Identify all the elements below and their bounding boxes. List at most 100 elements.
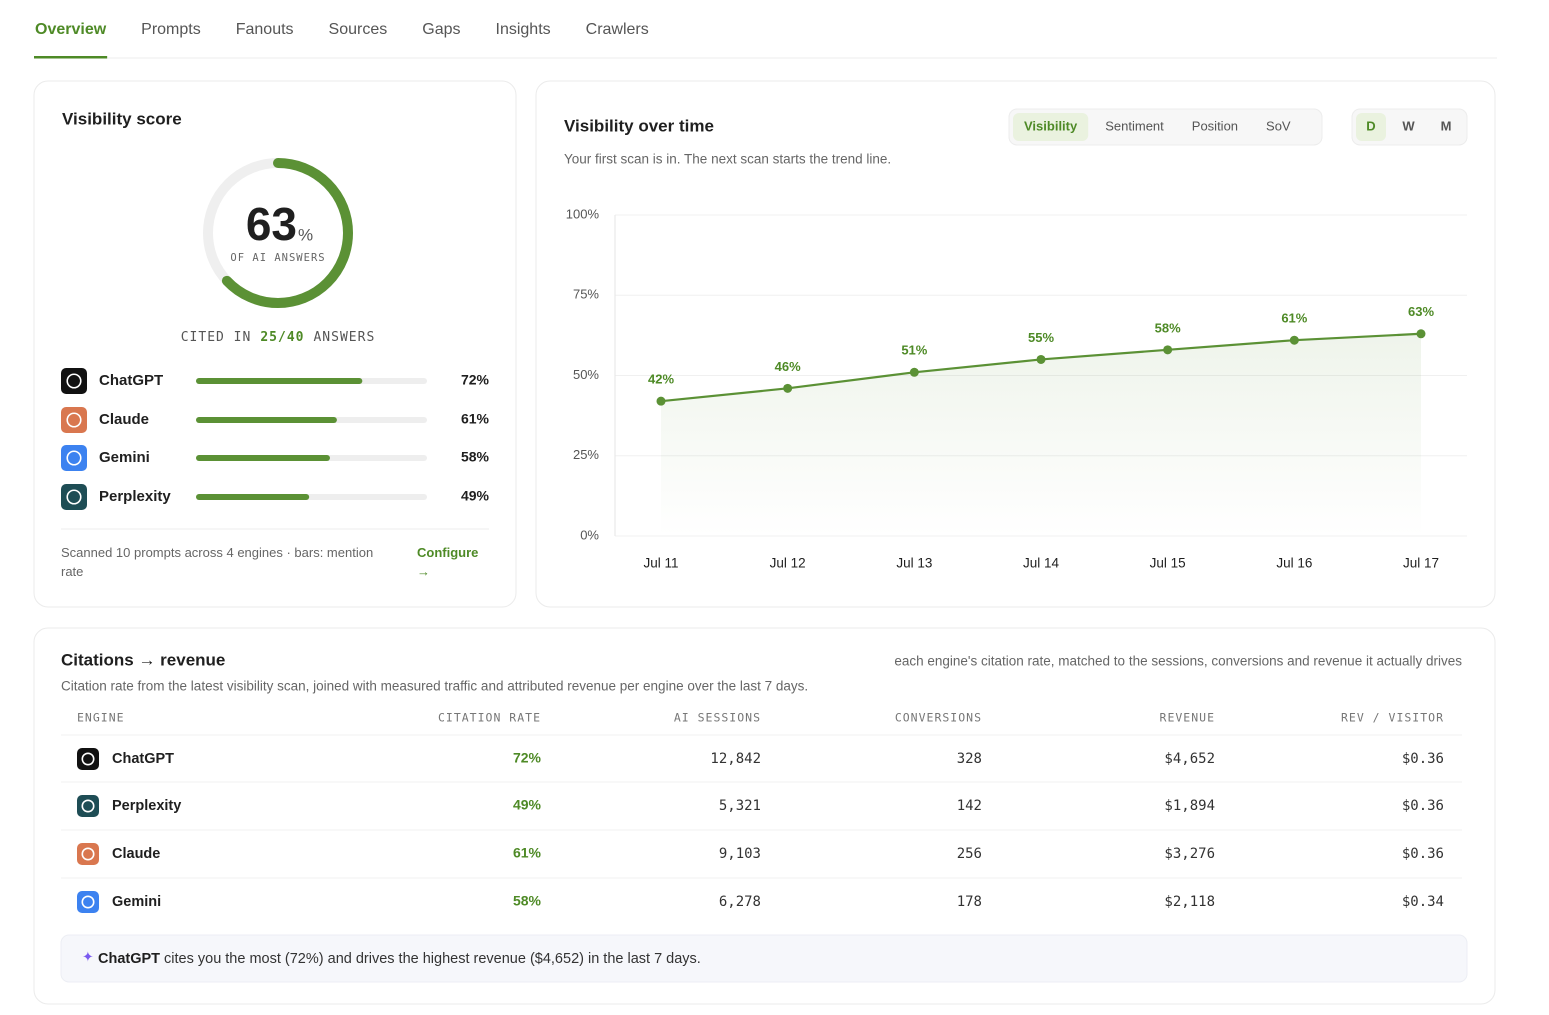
card-title: Visibility score	[62, 109, 182, 128]
column-header: REV / VISITOR	[1341, 711, 1444, 725]
table-cell: 256	[957, 846, 982, 862]
card-note: each engine's citation rate, matched to …	[894, 654, 1462, 669]
cited-cited: 25/40	[260, 330, 304, 345]
tab[interactable]: Sources	[329, 21, 388, 38]
table-cell: 12,842	[710, 751, 761, 767]
value-label: 58%	[1155, 320, 1181, 335]
toggle-active-bg	[1013, 113, 1089, 141]
column-header: ENGINE	[77, 711, 125, 725]
tab[interactable]: Prompts	[141, 21, 201, 38]
engine-rate: 49%	[461, 488, 490, 504]
tab[interactable]: Gaps	[422, 21, 460, 38]
x-tick-label: Jul 16	[1276, 556, 1312, 571]
bar	[196, 417, 337, 423]
configure-link[interactable]: Configure →	[417, 545, 479, 579]
column-header: AI SESSIONS	[674, 711, 761, 725]
point	[656, 396, 666, 406]
tab[interactable]: Crawlers	[586, 21, 649, 38]
table-cell: $3,276	[1164, 846, 1215, 862]
x-tick-label: Jul 17	[1403, 556, 1439, 571]
engine-rate: 72%	[461, 372, 490, 388]
table-cell: 61%	[513, 845, 542, 861]
card-subtitle: Citation rate from the latest visibility…	[61, 679, 808, 694]
y-tick-label: 100%	[566, 206, 600, 221]
engine-icon-glyph	[66, 412, 82, 428]
engine-icon	[61, 484, 87, 510]
table-cell: 9,103	[719, 846, 761, 862]
score-footer: Scanned 10 prompts across 4 engines · ba…	[61, 545, 374, 579]
period-active-bg	[1356, 113, 1386, 141]
x-tick-label: Jul 12	[770, 556, 806, 571]
point	[1416, 329, 1426, 339]
y-tick-label: 75%	[573, 287, 599, 302]
bar	[196, 378, 363, 384]
engine-icon	[77, 748, 99, 770]
engine-name: ChatGPT	[112, 751, 174, 767]
point	[909, 367, 919, 377]
insight: ChatGPT cites you the most (72%) and driv…	[98, 951, 701, 967]
insight-text: cites you the most (72%) and drives the …	[164, 951, 701, 967]
citations-card	[33, 627, 1496, 1005]
toggle[interactable]: Visibility	[1024, 118, 1078, 133]
engine-icon	[61, 368, 87, 394]
y-tick-label: 25%	[573, 447, 599, 462]
period[interactable]: D	[1366, 118, 1375, 133]
engine-name: Gemini	[112, 894, 161, 910]
engine-icon-glyph	[81, 895, 95, 909]
engine-icon-glyph	[81, 752, 95, 766]
card-subtitle: Your first scan is in. The next scan sta…	[564, 152, 891, 167]
table-cell: $2,118	[1164, 894, 1215, 910]
engine-rate: 61%	[461, 411, 490, 427]
card-title: Visibility over time	[564, 116, 714, 135]
y-tick-label: 50%	[573, 367, 599, 382]
engine-icon	[77, 795, 99, 817]
tab[interactable]: Insights	[496, 21, 551, 38]
engine-icon-glyph	[66, 489, 82, 505]
x-tick-label: Jul 11	[643, 556, 678, 571]
toggle[interactable]: Sentiment	[1105, 118, 1164, 133]
tab[interactable]: Fanouts	[236, 21, 294, 38]
toggle[interactable]: SoV	[1266, 118, 1291, 133]
engine-icon	[77, 843, 99, 865]
engine-icon	[61, 407, 87, 433]
period[interactable]: M	[1441, 118, 1452, 133]
gauge-value: 63	[246, 198, 297, 250]
engine-icon	[61, 445, 87, 471]
tab[interactable]: Overview	[35, 21, 107, 38]
cited-cited-prefix: CITED IN	[181, 330, 252, 345]
cited-cited-suffix: ANSWERS	[313, 330, 375, 345]
value-label: 61%	[1281, 311, 1307, 326]
toggle[interactable]: Position	[1192, 118, 1238, 133]
x-tick-label: Jul 14	[1023, 556, 1060, 571]
tab-underline	[34, 56, 108, 59]
area	[661, 333, 1421, 536]
point	[1163, 345, 1173, 355]
insight-highlight: ChatGPT	[98, 951, 160, 967]
engine-name: Claude	[99, 411, 149, 428]
table-cell: $0.36	[1402, 846, 1444, 862]
engine-name: Gemini	[99, 449, 150, 466]
table-cell: 72%	[513, 750, 542, 766]
gauge-caption: OF AI ANSWERS	[230, 252, 325, 264]
engine-rate: 58%	[461, 449, 490, 465]
point	[1036, 354, 1046, 364]
table-cell: $1,894	[1164, 798, 1215, 814]
x-tick-label: Jul 15	[1150, 556, 1186, 571]
bar	[196, 494, 310, 500]
table-cell: $0.36	[1402, 798, 1444, 814]
column-header: CITATION RATE	[438, 711, 541, 725]
table-cell: 142	[957, 798, 982, 814]
x-tick-label: Jul 13	[896, 556, 932, 571]
engine-icon-glyph	[66, 450, 82, 466]
value-label: 63%	[1408, 304, 1434, 319]
table-cell: 5,321	[719, 798, 761, 814]
column-header: REVENUE	[1160, 711, 1215, 725]
score-card	[33, 80, 517, 608]
engine-icon-glyph	[81, 799, 95, 813]
y-tick-label: 0%	[580, 527, 599, 542]
table-cell: 49%	[513, 797, 542, 813]
table-cell: 328	[957, 751, 982, 767]
period[interactable]: W	[1402, 118, 1415, 133]
